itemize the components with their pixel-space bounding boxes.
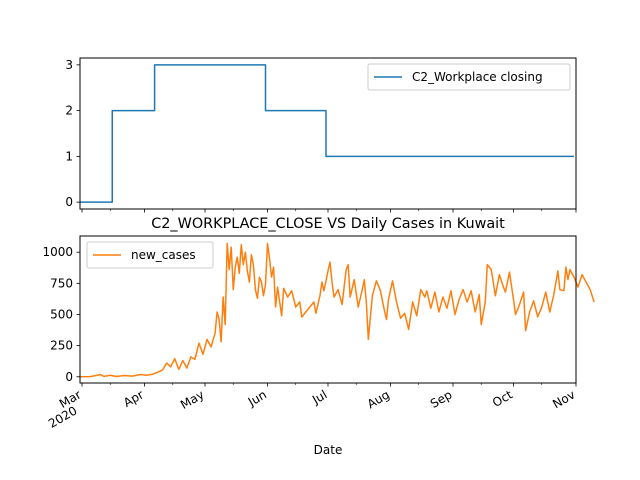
- legend-label-workplace-closing: C2_Workplace closing: [412, 70, 543, 84]
- y-tick-label: 750: [50, 276, 73, 290]
- legend-box: [367, 63, 571, 91]
- y-tick-label: 250: [50, 339, 73, 353]
- daily-cases-axes: C2_WORKPLACE_CLOSE VS Daily Cases in Kuw…: [42, 216, 595, 457]
- y-tick-label: 1000: [42, 245, 73, 259]
- y-tick-label: 0: [65, 195, 73, 209]
- legend-label-new-cases: new_cases: [131, 248, 196, 262]
- y-tick-label: 500: [50, 307, 73, 321]
- y-tick-label: 3: [65, 58, 73, 72]
- x-tick-label: Jul: [309, 387, 329, 407]
- workplace-closing-axes: 0 1 2 3 C2_Workplace closing: [65, 57, 577, 213]
- legend-box: [86, 241, 214, 269]
- y-tick-label: 1: [65, 149, 73, 163]
- series-line-new-cases: [79, 242, 595, 378]
- y-tick-label: 2: [65, 104, 73, 118]
- x-axis-label: Date: [314, 443, 343, 457]
- series-line-workplace-closing: [80, 64, 574, 203]
- y-tick-label: 0: [65, 370, 73, 384]
- chart-title: C2_WORKPLACE_CLOSE VS Daily Cases in Kuw…: [151, 216, 505, 232]
- workplace-closing-legend: C2_Workplace closing: [367, 63, 571, 91]
- daily-cases-legend: new_cases: [86, 241, 214, 269]
